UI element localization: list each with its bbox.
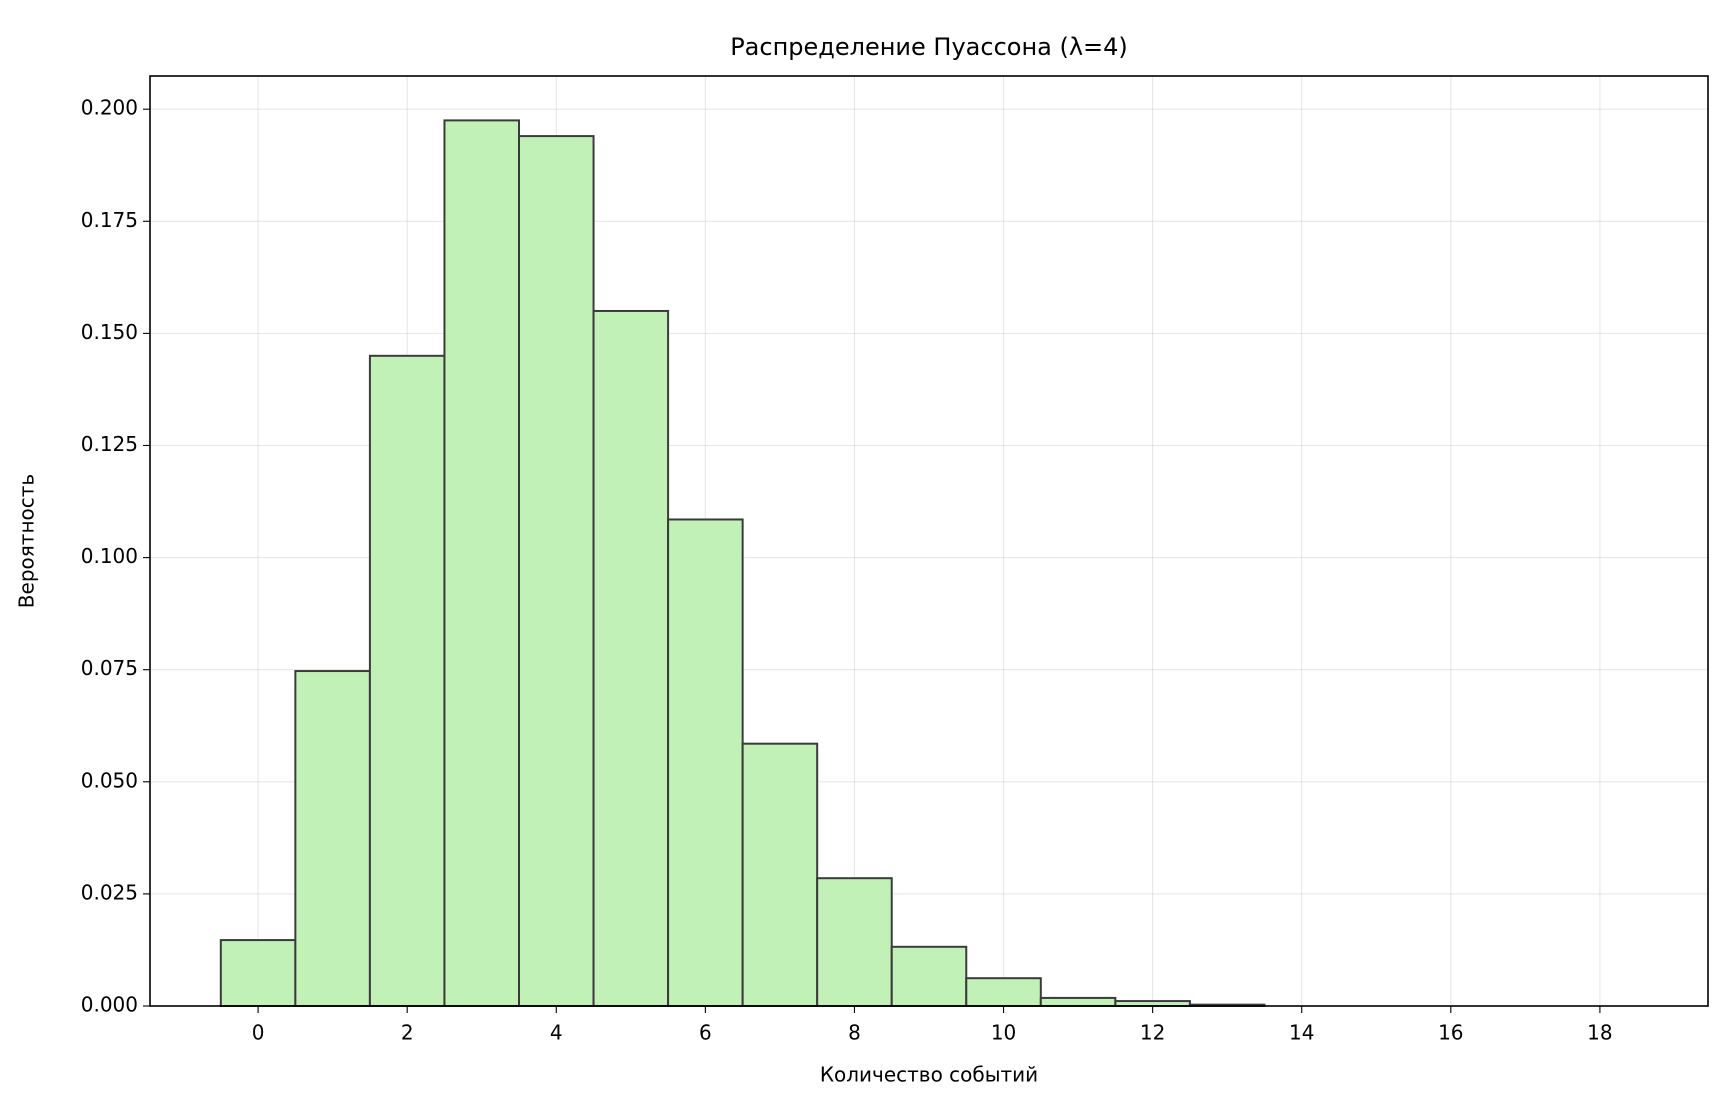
x-axis-label: Количество событий <box>820 1063 1038 1087</box>
x-tick-label: 4 <box>550 1021 563 1045</box>
x-tick-label: 0 <box>252 1021 265 1045</box>
x-tick-label: 12 <box>1140 1021 1165 1045</box>
y-tick-label: 0.100 <box>81 544 138 568</box>
bar <box>443 119 521 1008</box>
x-tick-label: 14 <box>1289 1021 1314 1045</box>
bar <box>368 354 446 1007</box>
y-tick-label: 0.075 <box>81 656 138 680</box>
bar <box>518 135 595 1007</box>
y-tick-label: 0.125 <box>81 432 138 456</box>
x-tick-label: 16 <box>1438 1021 1463 1045</box>
bar <box>890 945 968 1008</box>
y-tick-label: 0.050 <box>81 768 138 792</box>
y-tick-label: 0.025 <box>81 880 138 904</box>
bar <box>1039 996 1117 1008</box>
x-tick-label: 8 <box>848 1021 861 1045</box>
plot-frame <box>149 75 1709 1007</box>
y-tick-label: 0.175 <box>81 208 138 232</box>
y-tick-label: 0.150 <box>81 320 138 344</box>
y-tick-label: 0.200 <box>81 96 138 120</box>
y-tick-label: 0.000 <box>81 993 138 1017</box>
x-tick-label: 10 <box>991 1021 1016 1045</box>
x-tick-label: 6 <box>699 1021 712 1045</box>
y-axis-label: Вероятность <box>15 474 39 608</box>
bar <box>219 939 297 1008</box>
bar <box>741 742 819 1007</box>
bar <box>965 977 1042 1008</box>
bar <box>592 309 670 1007</box>
bar <box>667 518 744 1007</box>
chart-title: Распределение Пуассона (λ=4) <box>730 33 1128 61</box>
bar <box>816 877 893 1008</box>
x-tick-label: 18 <box>1587 1021 1612 1045</box>
x-tick-label: 2 <box>401 1021 414 1045</box>
bar <box>294 670 371 1007</box>
